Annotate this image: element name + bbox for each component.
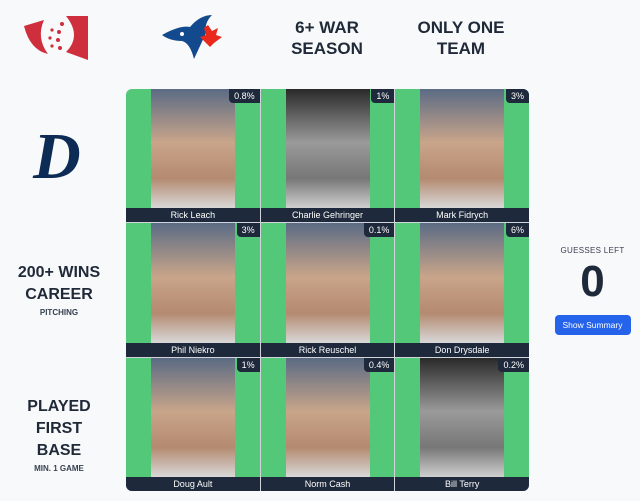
row-header-subtitle: PITCHING (39, 308, 79, 317)
immaculate-grid-logo[interactable] (22, 14, 88, 62)
player-photo (420, 357, 505, 477)
player-name: Don Drysdale (395, 342, 529, 357)
row-header-subtitle: MIN. 1 GAME (34, 464, 84, 473)
show-summary-button[interactable]: Show Summary (554, 315, 631, 335)
grid-cell[interactable]: 3% Phil Niekro (126, 223, 260, 357)
player-name: Rick Reuschel (260, 342, 395, 357)
guesses-left-label: GUESSES LEFT (560, 246, 625, 255)
grid-cell[interactable]: 0.2% Bill Terry (395, 357, 529, 491)
player-photo (285, 357, 370, 477)
tigers-d-logo: D (32, 120, 81, 190)
grid-cell[interactable]: 1% Charlie Gehringer (260, 89, 395, 223)
rarity-badge: 0.2% (498, 357, 529, 372)
player-photo (285, 223, 370, 343)
rarity-badge: 3% (236, 223, 260, 238)
rarity-badge: 3% (505, 89, 529, 103)
answer-grid: 0.8% Rick Leach 1% Charlie Gehringer 3% … (126, 89, 529, 491)
guesses-panel: GUESSES LEFT 0 Show Summary (545, 246, 640, 335)
player-photo (420, 89, 505, 209)
player-photo (151, 89, 235, 209)
blue-jays-logo (162, 15, 222, 59)
player-photo (151, 223, 235, 343)
rarity-badge: 6% (505, 223, 529, 238)
rarity-badge: 0.4% (363, 357, 395, 372)
grid-cell[interactable]: 0.8% Rick Leach (126, 89, 260, 223)
grid-cell[interactable]: 3% Mark Fidrych (395, 89, 529, 223)
row-header-first-base: PLAYED FIRST BASE MIN. 1 GAME (0, 396, 118, 473)
column-header-war: 6+ WAR SEASON (291, 18, 363, 58)
rarity-badge: 0.1% (363, 223, 395, 238)
row-header-title: PLAYED FIRST BASE (27, 398, 91, 459)
guesses-left-count: 0 (580, 257, 605, 306)
row-header-200-wins: 200+ WINS CAREER PITCHING (0, 262, 118, 317)
player-name: Norm Cash (260, 476, 395, 491)
svg-text:D: D (32, 120, 81, 190)
rarity-badge: 0.8% (229, 89, 260, 103)
player-name: Rick Leach (126, 208, 260, 223)
player-name: Charlie Gehringer (260, 208, 395, 223)
column-header-one-team: ONLY ONE TEAM (417, 18, 505, 58)
rarity-badge: 1% (236, 357, 260, 372)
player-name: Phil Niekro (126, 342, 260, 357)
player-photo (285, 89, 370, 209)
grid-cell[interactable]: 6% Don Drysdale (395, 223, 529, 357)
rarity-badge: 1% (371, 89, 395, 103)
player-name: Mark Fidrych (395, 208, 529, 223)
grid-cell[interactable]: 0.4% Norm Cash (260, 357, 395, 491)
player-name: Bill Terry (395, 476, 529, 491)
player-name: Doug Ault (126, 476, 260, 491)
grid-cell[interactable]: 1% Doug Ault (126, 357, 260, 491)
player-photo (420, 223, 505, 343)
player-photo (151, 357, 235, 477)
grid-cell[interactable]: 0.1% Rick Reuschel (260, 223, 395, 357)
row-header-title: 200+ WINS CAREER (17, 264, 101, 303)
